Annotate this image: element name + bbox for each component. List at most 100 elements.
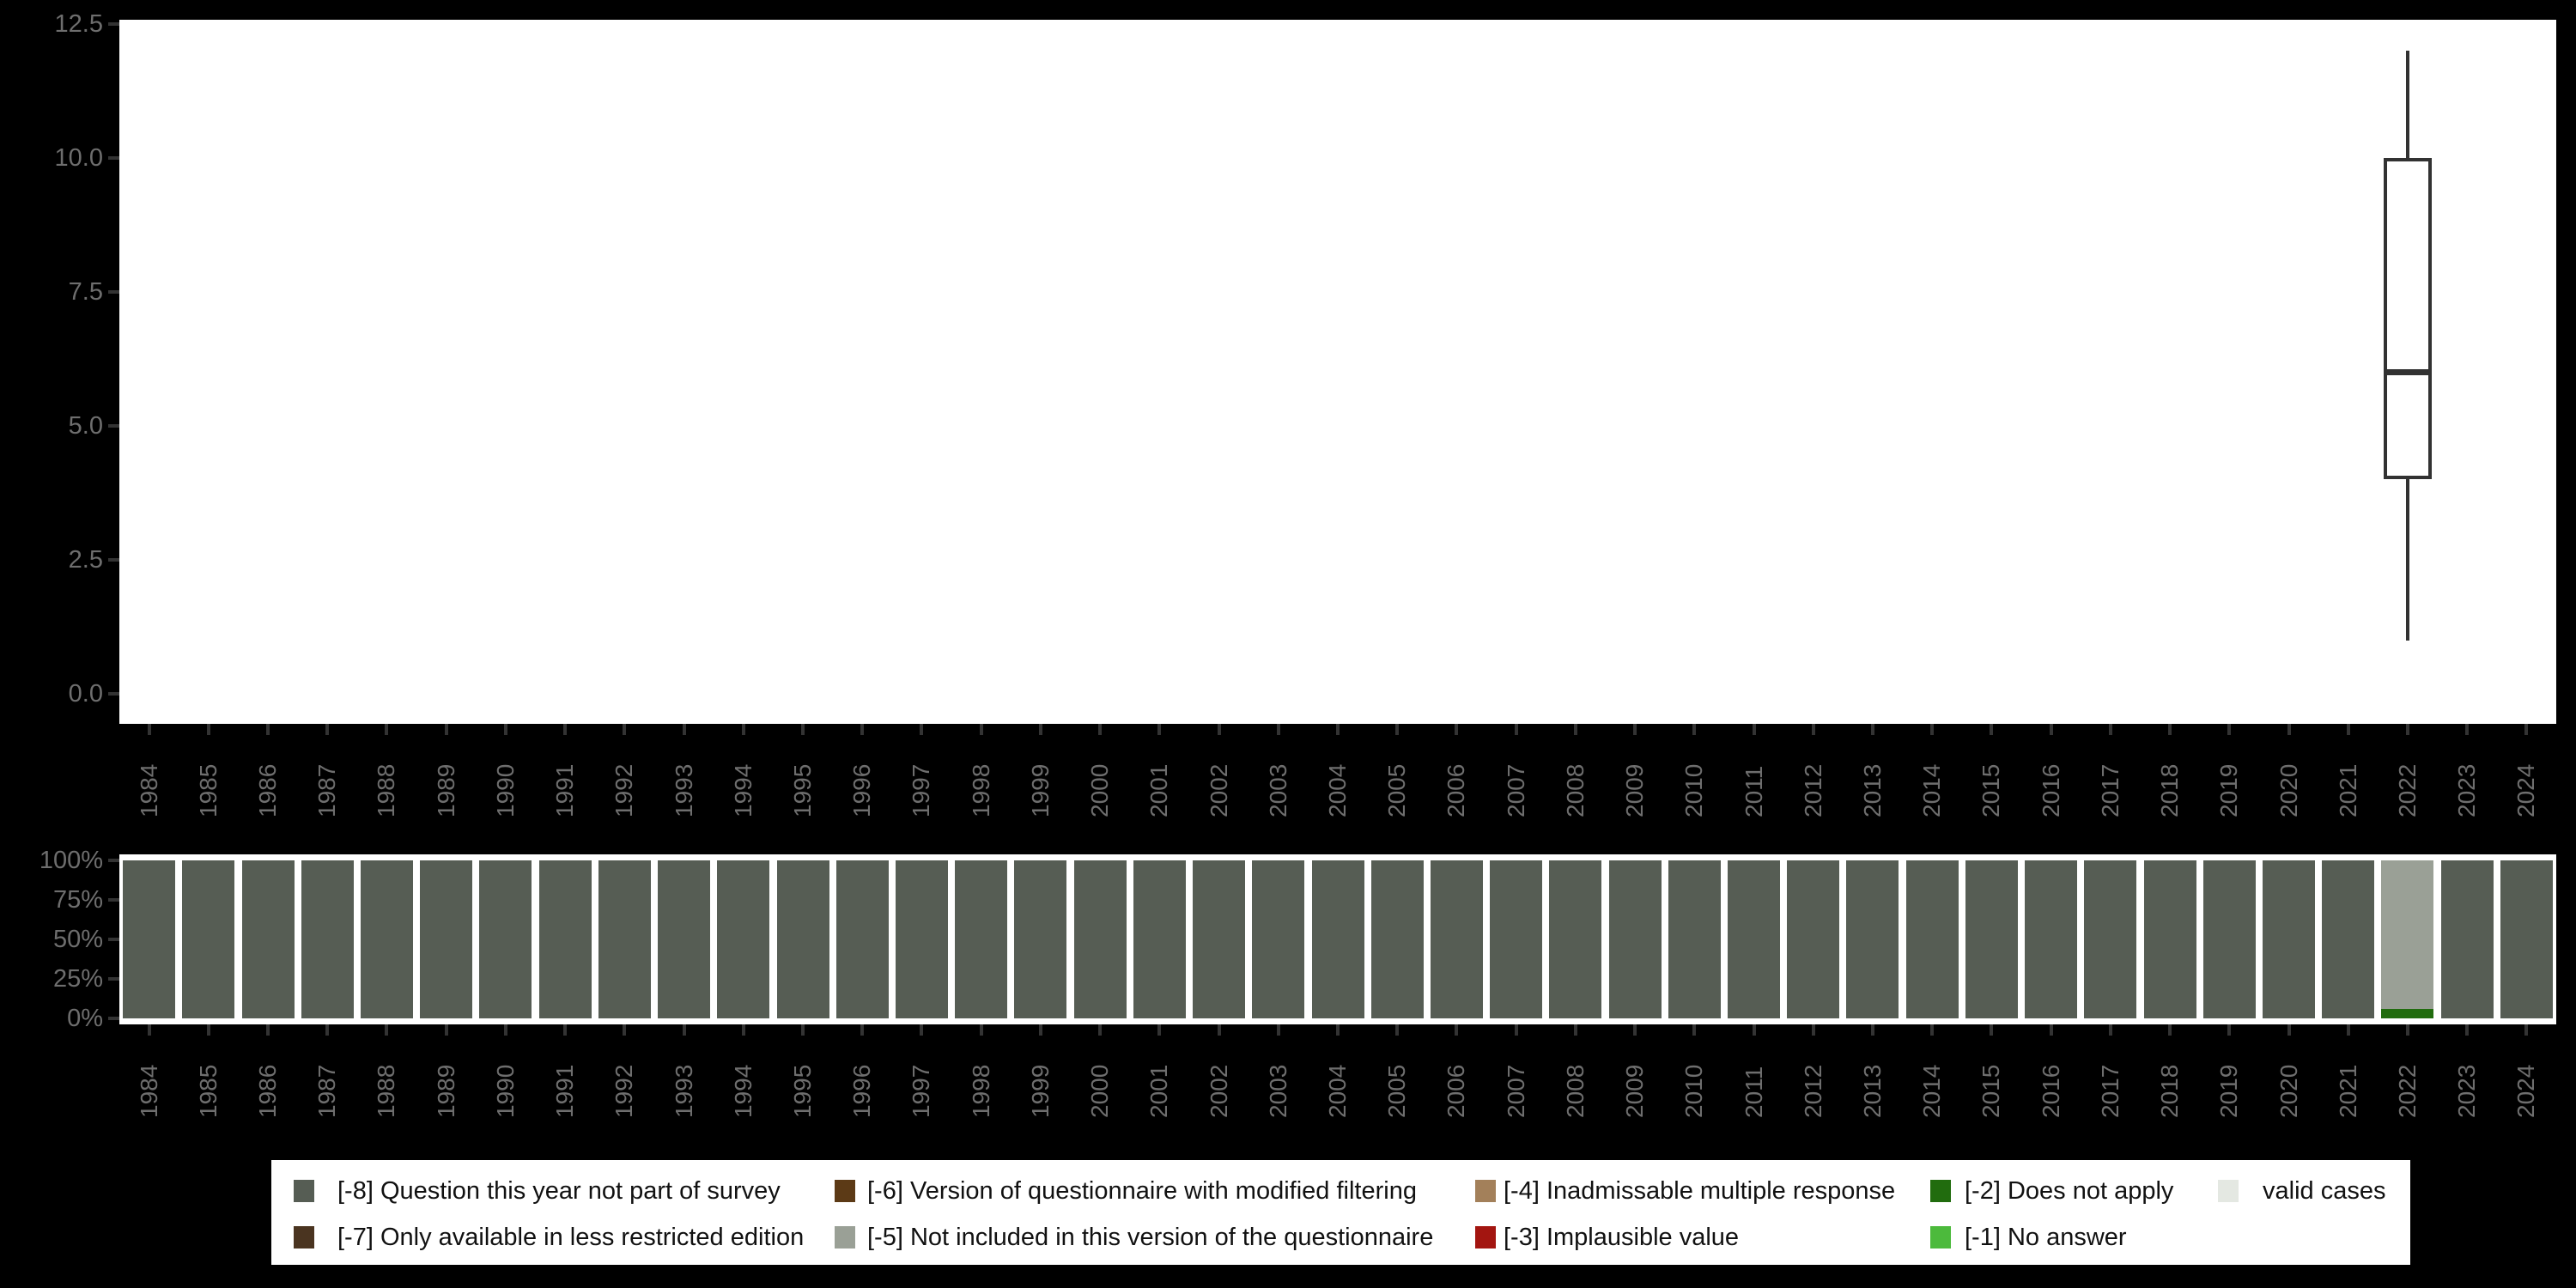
boxplot-x-label-year: 2024 — [2512, 763, 2540, 817]
barchart-x-label-year: 1998 — [967, 1064, 994, 1118]
barchart-x-label-year: 1992 — [611, 1064, 638, 1118]
bar-segment-2023 — [2440, 860, 2494, 1018]
legend-label-6: [-2] Does not apply — [1965, 1177, 2174, 1205]
boxplot-y-tick — [108, 692, 119, 696]
bar-segment-2020 — [2263, 860, 2315, 1018]
barchart-x-label-year: 2017 — [2096, 1064, 2123, 1118]
bar-segment-1990 — [479, 860, 532, 1018]
barchart-x-label-year: 2002 — [1205, 1064, 1232, 1118]
boxplot-x-label-year: 2006 — [1443, 763, 1470, 817]
boxplot-x-tick — [2524, 724, 2529, 735]
barchart-x-label-year: 2006 — [1443, 1064, 1470, 1118]
barchart-x-label-year: 1991 — [551, 1064, 579, 1118]
boxplot-x-tick — [1336, 724, 1340, 735]
boxplot-x-label-year: 2005 — [1383, 763, 1411, 817]
legend-label-1: [-7] Only available in less restricted e… — [337, 1224, 805, 1251]
boxplot-x-tick — [2405, 724, 2409, 735]
bar-segment-2022 — [2381, 1008, 2434, 1018]
bar-segment-1991 — [538, 860, 592, 1018]
barchart-x-tick — [503, 1024, 507, 1036]
legend-label-2: [-6] Version of questionnaire with modif… — [867, 1177, 1417, 1205]
bar-segment-2001 — [1133, 860, 1186, 1018]
bar-segment-1994 — [717, 860, 770, 1018]
boxplot-x-tick — [385, 724, 389, 735]
boxplot-x-tick — [206, 724, 210, 735]
boxplot-x-tick — [860, 724, 865, 735]
barchart-x-tick — [860, 1024, 865, 1036]
boxplot-x-tick — [266, 724, 270, 735]
barchart-y-tick — [108, 859, 119, 862]
barchart-x-tick — [1514, 1024, 1518, 1036]
barchart-x-tick — [1573, 1024, 1577, 1036]
legend-label-5: [-3] Implausible value — [1504, 1224, 1740, 1251]
bar-segment-1995 — [776, 860, 829, 1018]
boxplot-x-label-year: 2003 — [1264, 763, 1291, 817]
barchart-y-tick-label: 50% — [52, 926, 103, 953]
barchart-x-tick — [623, 1024, 627, 1036]
boxplot-x-label-year: 1999 — [1026, 763, 1054, 817]
boxplot-x-tick — [1038, 724, 1042, 735]
barchart-y-tick-label: 0% — [67, 1005, 103, 1032]
bar-segment-1986 — [241, 860, 295, 1018]
boxplot-x-label-year: 2012 — [1799, 763, 1826, 817]
boxplot-x-label-year: 1996 — [848, 763, 876, 817]
boxplot-x-tick — [623, 724, 627, 735]
boxplot-x-tick — [325, 724, 330, 735]
boxplot-y-tick-label: 12.5 — [54, 10, 103, 38]
barchart-x-tick — [206, 1024, 210, 1036]
boxplot-y-tick-label: 7.5 — [68, 278, 103, 306]
bar-segment-1993 — [658, 860, 711, 1018]
bar-segment-1997 — [895, 860, 948, 1018]
barchart-x-tick — [1395, 1024, 1400, 1036]
bar-segment-1998 — [955, 860, 1008, 1018]
bar-segment-2011 — [1728, 860, 1781, 1018]
boxplot-x-tick — [1633, 724, 1637, 735]
barchart-x-label-year: 2013 — [1858, 1064, 1886, 1118]
bar-segment-2024 — [2500, 860, 2553, 1018]
boxplot-lower-whisker — [2406, 479, 2409, 641]
boxplot-x-tick — [1752, 724, 1756, 735]
barchart-x-label-year: 1988 — [373, 1064, 400, 1118]
barchart-x-label-year: 2010 — [1680, 1064, 1708, 1118]
barchart-y-tick — [108, 938, 119, 941]
boxplot-x-label-year: 2013 — [1858, 763, 1886, 817]
boxplot-x-label-year: 1985 — [194, 763, 222, 817]
bar-segment-2000 — [1073, 860, 1127, 1018]
boxplot-x-label-year: 1994 — [729, 763, 756, 817]
boxplot-x-tick — [444, 724, 448, 735]
barchart-x-tick — [385, 1024, 389, 1036]
boxplot-x-tick — [979, 724, 983, 735]
bar-segment-2014 — [1905, 860, 1959, 1018]
boxplot-box — [2384, 158, 2432, 480]
barchart-x-label-year: 2001 — [1145, 1064, 1173, 1118]
barchart-x-label-year: 2022 — [2393, 1064, 2421, 1118]
boxplot-x-label-year: 2007 — [1502, 763, 1529, 817]
barchart-x-label-year: 1985 — [194, 1064, 222, 1118]
barchart-x-label-year: 1999 — [1026, 1064, 1054, 1118]
boxplot-x-label-year: 2019 — [2215, 763, 2243, 817]
boxplot-x-tick — [2465, 724, 2470, 735]
boxplot-x-label-year: 2022 — [2393, 763, 2421, 817]
barchart-x-label-year: 2009 — [1621, 1064, 1649, 1118]
barchart-x-tick — [1336, 1024, 1340, 1036]
boxplot-x-tick — [1455, 724, 1459, 735]
barchart-y-tick-label: 100% — [39, 847, 103, 874]
boxplot-x-tick — [1930, 724, 1935, 735]
barchart-x-label-year: 2003 — [1264, 1064, 1291, 1118]
legend-swatch-0 — [294, 1180, 314, 1202]
barchart-x-tick — [444, 1024, 448, 1036]
boxplot-x-label-year: 1998 — [967, 763, 994, 817]
barchart-x-tick — [266, 1024, 270, 1036]
boxplot-y-tick — [108, 424, 119, 428]
boxplot-x-tick — [1514, 724, 1518, 735]
barchart-x-label-year: 2005 — [1383, 1064, 1411, 1118]
legend-swatch-4 — [1475, 1180, 1496, 1202]
barchart-x-label-year: 2014 — [1918, 1064, 1946, 1118]
boxplot-x-tick — [2346, 724, 2350, 735]
barchart-x-label-year: 1989 — [432, 1064, 459, 1118]
boxplot-y-tick — [108, 156, 119, 160]
barchart-x-label-year: 2008 — [1561, 1064, 1589, 1118]
bar-segment-1999 — [1014, 860, 1067, 1018]
legend-swatch-6 — [1930, 1180, 1951, 1202]
boxplot-x-tick — [682, 724, 686, 735]
